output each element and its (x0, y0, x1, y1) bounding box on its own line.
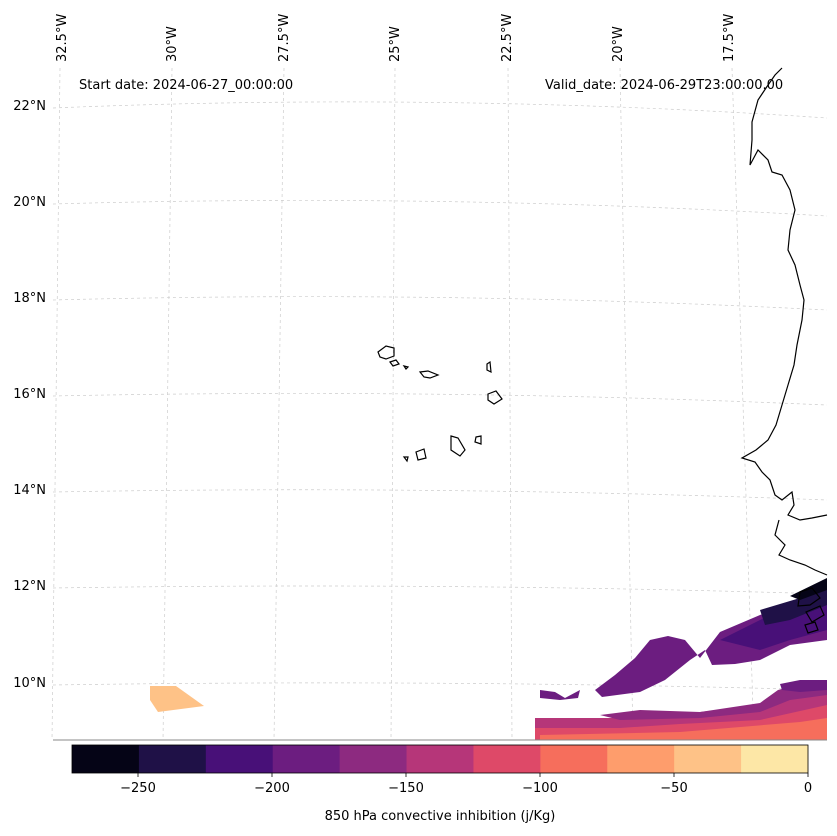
colorbar-swatch (406, 745, 474, 773)
graticule (51, 67, 828, 741)
colorbar-swatch (741, 745, 809, 773)
colorbar-swatch (339, 745, 408, 773)
cin-patch-west (150, 686, 204, 712)
colorbar-swatch (674, 745, 742, 773)
cape-verde-santo-antao (377, 345, 395, 360)
colorbar (72, 745, 809, 773)
colorbar-label: 850 hPa convective inhibition (j/Kg) (324, 809, 556, 824)
colorbar-tick-label: −200 (254, 781, 290, 796)
lon-label: 32.5°W (55, 13, 70, 62)
colorbar-swatch (607, 745, 675, 773)
cin-band-south-dark (780, 680, 827, 692)
cin-contours (150, 578, 827, 740)
colorbar-tick-label: −50 (660, 781, 688, 796)
colorbar-swatch (540, 745, 608, 773)
colorbar-swatch (72, 745, 140, 773)
lat-label: 16°N (13, 387, 46, 402)
colorbar-swatch (272, 745, 341, 773)
cape-verde-boa-vista (487, 390, 503, 405)
colorbar-outline (71, 744, 809, 774)
colorbar-swatch (473, 745, 541, 773)
cin-small-north (540, 690, 580, 700)
colorbar-tick-label: −250 (120, 781, 156, 796)
lat-label: 10°N (13, 676, 46, 691)
lat-label: 12°N (13, 579, 46, 594)
lon-label: 17.5°W (722, 13, 737, 62)
lat-label: 20°N (13, 195, 46, 210)
cape-verde-maio (474, 435, 482, 445)
lon-label: 27.5°W (277, 13, 292, 62)
start-date-label: Start date: 2024-06-27_00:00:00 (79, 78, 294, 93)
lon-label: 20°W (611, 26, 626, 62)
cape-verde-sao-nicolau (418, 370, 440, 379)
lat-label: 18°N (13, 291, 46, 306)
cape-verde-sao-vicente (389, 359, 400, 367)
cape-verde-santa-luzia (402, 365, 410, 370)
cape-verde-fogo (415, 448, 427, 461)
colorbar-tick-label: −100 (522, 781, 558, 796)
cape-verde-brava (402, 456, 409, 463)
colorbar-tick-label: −150 (388, 781, 424, 796)
lat-label: 22°N (13, 99, 46, 114)
lon-label: 30°W (165, 26, 180, 62)
lat-label: 14°N (13, 483, 46, 498)
lon-label: 22.5°W (500, 13, 515, 62)
africa-coastline (740, 67, 828, 521)
colorbar-tick-label: 0 (803, 781, 813, 796)
colorbar-swatch (138, 745, 207, 773)
cin-band-south-lighter (540, 718, 827, 740)
colorbar-swatch (205, 745, 274, 773)
cape-verde-sal (486, 360, 492, 374)
valid-date-label: Valid_date: 2024-06-29T23:00:00.00 (545, 78, 784, 93)
cape-verde-santiago (450, 435, 466, 457)
lon-label: 25°W (388, 26, 403, 62)
coastlines (377, 67, 828, 634)
